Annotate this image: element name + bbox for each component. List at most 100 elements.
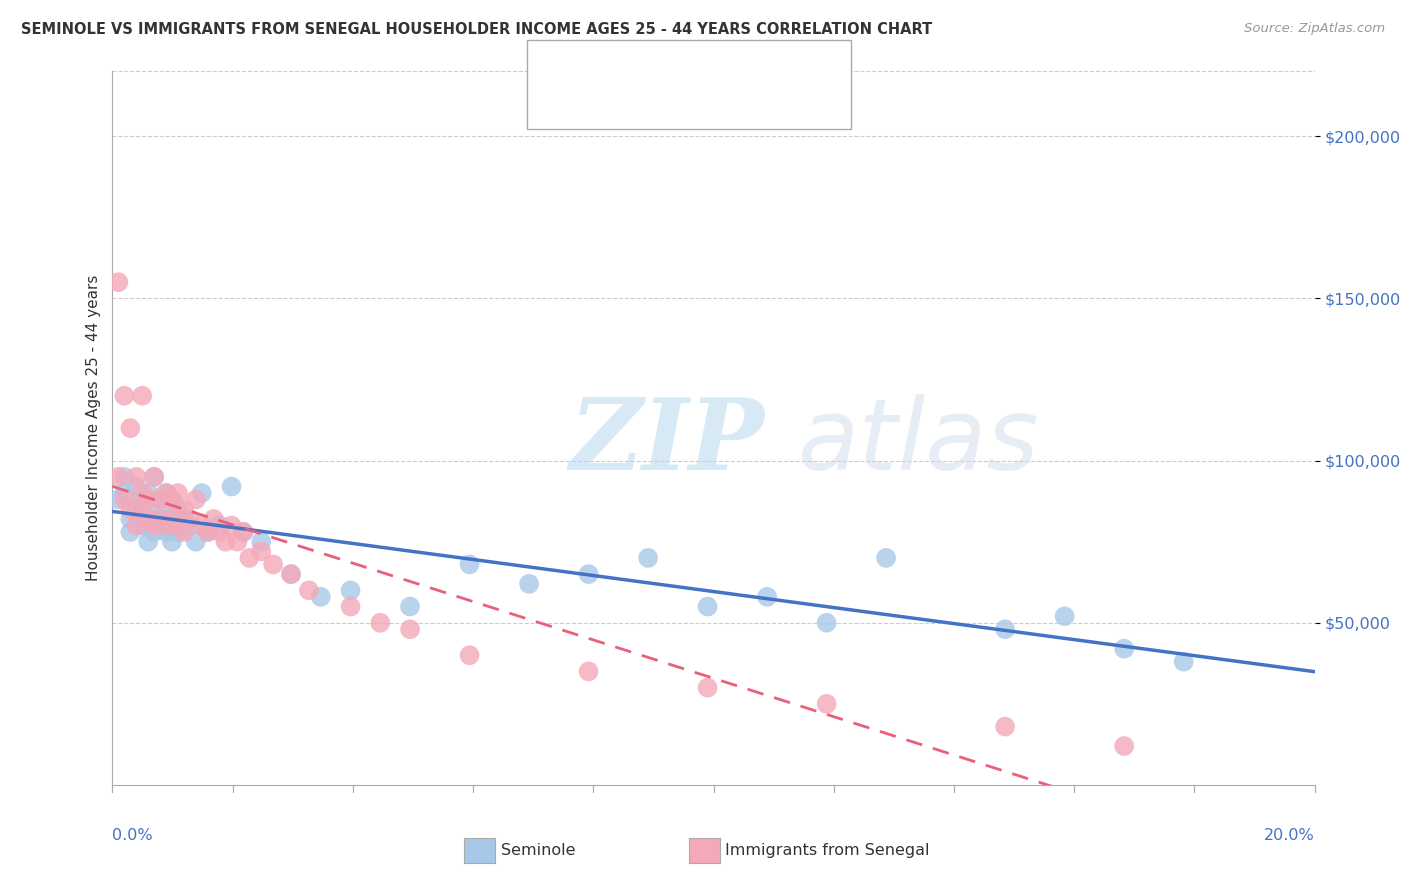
- Text: Seminole: Seminole: [501, 843, 575, 857]
- Point: [184, 534, 207, 549]
- Point: [107, 275, 129, 289]
- Point: [149, 492, 172, 507]
- Point: [112, 486, 135, 500]
- Text: N = 50: N = 50: [682, 54, 740, 71]
- Point: [578, 665, 600, 679]
- Point: [167, 524, 190, 539]
- Point: [399, 622, 422, 636]
- Point: [120, 512, 142, 526]
- Point: [112, 389, 135, 403]
- Point: [125, 479, 148, 493]
- Point: [131, 518, 153, 533]
- Point: [696, 599, 718, 614]
- Point: [120, 502, 142, 516]
- Point: [280, 567, 302, 582]
- Point: [160, 512, 183, 526]
- Point: [637, 550, 659, 565]
- Point: [179, 512, 201, 526]
- Point: [131, 486, 153, 500]
- Point: [136, 486, 159, 500]
- Point: [120, 524, 142, 539]
- Point: [155, 512, 177, 526]
- Point: [208, 524, 231, 539]
- Point: [149, 518, 172, 533]
- Point: [298, 583, 321, 598]
- Point: [112, 470, 135, 484]
- Point: [875, 550, 897, 565]
- Point: [815, 697, 838, 711]
- Point: [190, 486, 212, 500]
- Point: [1053, 609, 1076, 624]
- Text: Immigrants from Senegal: Immigrants from Senegal: [725, 843, 929, 857]
- Point: [155, 524, 177, 539]
- Point: [107, 470, 129, 484]
- Point: [149, 502, 172, 516]
- Point: [399, 599, 422, 614]
- Point: [221, 479, 243, 493]
- Point: [125, 518, 148, 533]
- Point: [1173, 655, 1195, 669]
- Text: atlas: atlas: [797, 394, 1039, 491]
- Text: N = 49: N = 49: [682, 91, 740, 109]
- Point: [173, 524, 195, 539]
- Point: [160, 518, 183, 533]
- Text: SEMINOLE VS IMMIGRANTS FROM SENEGAL HOUSEHOLDER INCOME AGES 25 - 44 YEARS CORREL: SEMINOLE VS IMMIGRANTS FROM SENEGAL HOUS…: [21, 22, 932, 37]
- Point: [160, 492, 183, 507]
- Point: [190, 518, 212, 533]
- Point: [167, 518, 190, 533]
- Point: [131, 502, 153, 516]
- Point: [173, 512, 195, 526]
- Point: [1114, 739, 1136, 753]
- Point: [815, 615, 838, 630]
- Y-axis label: Householder Income Ages 25 - 44 years: Householder Income Ages 25 - 44 years: [86, 275, 101, 582]
- Point: [125, 470, 148, 484]
- Point: [696, 681, 718, 695]
- Point: [197, 524, 219, 539]
- Point: [143, 512, 166, 526]
- Point: [368, 615, 391, 630]
- Point: [184, 492, 207, 507]
- Point: [232, 524, 254, 539]
- Text: ZIP: ZIP: [569, 394, 765, 491]
- Point: [136, 492, 159, 507]
- Point: [167, 486, 190, 500]
- Point: [125, 502, 148, 516]
- Text: Source: ZipAtlas.com: Source: ZipAtlas.com: [1244, 22, 1385, 36]
- Point: [149, 512, 172, 526]
- Point: [149, 492, 172, 507]
- Point: [136, 534, 159, 549]
- Point: [250, 544, 273, 558]
- Point: [120, 421, 142, 435]
- Point: [214, 534, 236, 549]
- Point: [232, 524, 254, 539]
- Point: [339, 599, 361, 614]
- Point: [517, 577, 540, 591]
- Text: 20.0%: 20.0%: [1264, 828, 1315, 843]
- Point: [280, 567, 302, 582]
- Point: [179, 518, 201, 533]
- Point: [155, 486, 177, 500]
- Point: [112, 492, 135, 507]
- Point: [202, 512, 225, 526]
- Point: [458, 648, 481, 663]
- Point: [578, 567, 600, 582]
- Point: [250, 534, 273, 549]
- Point: [994, 720, 1017, 734]
- Point: [309, 590, 332, 604]
- Point: [756, 590, 779, 604]
- Point: [143, 524, 166, 539]
- Text: R = -0.274: R = -0.274: [591, 91, 679, 109]
- Point: [167, 502, 190, 516]
- Point: [136, 512, 159, 526]
- Point: [131, 492, 153, 507]
- Point: [160, 534, 183, 549]
- Point: [994, 622, 1017, 636]
- Point: [226, 534, 249, 549]
- Point: [143, 470, 166, 484]
- Point: [143, 518, 166, 533]
- Point: [160, 492, 183, 507]
- Point: [221, 518, 243, 533]
- Point: [107, 492, 129, 507]
- Point: [143, 470, 166, 484]
- Point: [458, 558, 481, 572]
